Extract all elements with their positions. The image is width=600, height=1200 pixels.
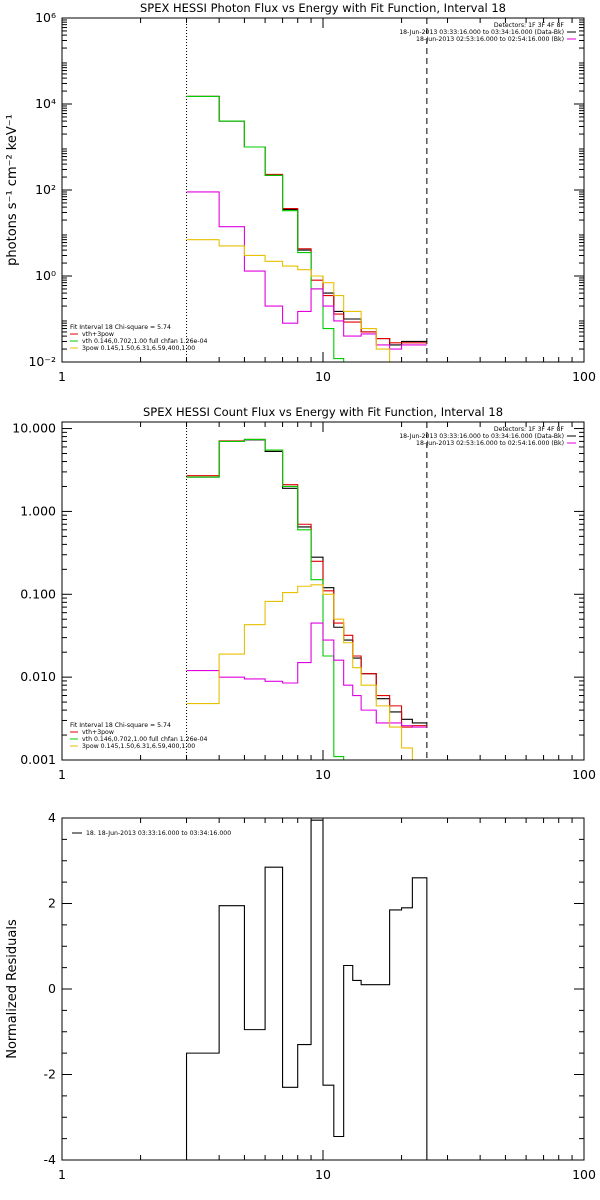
photon-flux-series-3 (186, 191, 427, 350)
x-tick-label: 100 (572, 767, 596, 782)
legend-bottom-entry: Fit Interval 18 Chi-square = 5.74 (70, 722, 171, 729)
photon-flux-title: SPEX HESSI Photon Flux vs Energy with Fi… (140, 1, 506, 15)
legend-bottom-entry: 3pow 0.145,1.50,6.31,6.59,400,1.00 (82, 345, 195, 352)
legend-top-entry: Detectors: 1F 3F 4F 8F (494, 426, 565, 433)
y-tick-label: 4 (48, 810, 56, 825)
x-tick-label: 10 (315, 1167, 331, 1182)
photon-flux-series-4 (186, 239, 391, 362)
x-tick-label: 10 (315, 767, 331, 782)
photon-flux-ylabel: photons s⁻¹ cm⁻² keV⁻¹ (5, 114, 20, 266)
legend-top-entry: 18-Jun-2013 03:33:16.000 to 03:34:16.000… (399, 29, 564, 36)
count-flux-series-4 (186, 584, 413, 760)
y-tick-label: 2 (48, 896, 56, 911)
y-tick-label: -4 (44, 1152, 57, 1167)
count-flux-axes-frame (61, 421, 585, 761)
legend-bottom-entry: Fit Interval 18 Chi-square = 5.74 (70, 324, 171, 331)
photon-flux-axes-frame (61, 17, 585, 363)
x-tick-label: 100 (572, 1167, 596, 1182)
residuals-ylabel: Normalized Residuals (5, 919, 20, 1059)
y-tick-label: 1.000 (20, 503, 56, 518)
count-flux-series-1 (186, 438, 427, 728)
y-tick-label: 10⁶ (35, 10, 56, 25)
y-tick-label: 10⁰ (35, 268, 56, 283)
residuals-axes-frame (61, 817, 585, 1161)
count-flux-panel: SPEX HESSI Count Flux vs Energy with Fit… (12, 405, 596, 782)
count-flux-series-0 (186, 439, 427, 724)
y-tick-label: 0 (48, 981, 56, 996)
y-tick-label: 10.000 (12, 421, 56, 436)
legend-top-entry: 18. 18-Jun-2013 03:33:16.000 to 03:34:16… (86, 830, 231, 837)
legend-top-entry: 18-Jun-2013 02:53:16.000 to 02:54:16.000… (416, 440, 564, 447)
legend-bottom-entry: vth+3pow (82, 729, 114, 736)
x-tick-label: 10 (315, 369, 331, 384)
legend-bottom-entry: vth+3pow (82, 331, 114, 338)
y-tick-label: 0.100 (20, 586, 56, 601)
legend-top-entry: 18-Jun-2013 02:53:16.000 to 02:54:16.000… (416, 36, 564, 43)
y-tick-label: 10⁻² (28, 354, 56, 369)
photon-flux-series-2 (186, 95, 345, 362)
x-tick-label: 1 (58, 369, 66, 384)
legend-bottom-entry: vth 0.146,0.702,1.00 full chfan 1.26e-04 (82, 736, 208, 743)
x-tick-label: 1 (58, 1167, 66, 1182)
y-tick-label: 10² (35, 182, 56, 197)
legend-top-entry: Detectors: 1F 3F 4F 8F (494, 22, 565, 29)
photon-flux-panel: SPEX HESSI Photon Flux vs Energy with Fi… (5, 1, 596, 384)
x-tick-label: 100 (572, 369, 596, 384)
photon-flux-series-0 (186, 95, 427, 346)
y-tick-label: 0.010 (20, 669, 56, 684)
residuals-panel: Normalized Residuals 1 10 100 -4 -2 0 2 4 18. 18-… (5, 810, 596, 1182)
count-flux-title: SPEX HESSI Count Flux vs Energy with Fit… (143, 405, 503, 419)
legend-bottom-entry: 3pow 0.145,1.50,6.31,6.59,400,1.00 (82, 743, 195, 750)
residuals-series-0 (185, 819, 428, 1160)
y-tick-label: 10⁴ (35, 96, 56, 111)
y-tick-label: 0.001 (20, 752, 56, 767)
legend-top-entry: 18-Jun-2013 03:33:16.000 to 03:34:16.000… (399, 433, 564, 440)
legend-bottom-entry: vth 0.146,0.702,1.00 full chfan 1.26e-04 (82, 338, 208, 345)
y-tick-label: -2 (44, 1067, 56, 1082)
count-flux-series-2 (186, 438, 345, 760)
photon-flux-series-1 (186, 95, 427, 344)
x-tick-label: 1 (58, 767, 66, 782)
